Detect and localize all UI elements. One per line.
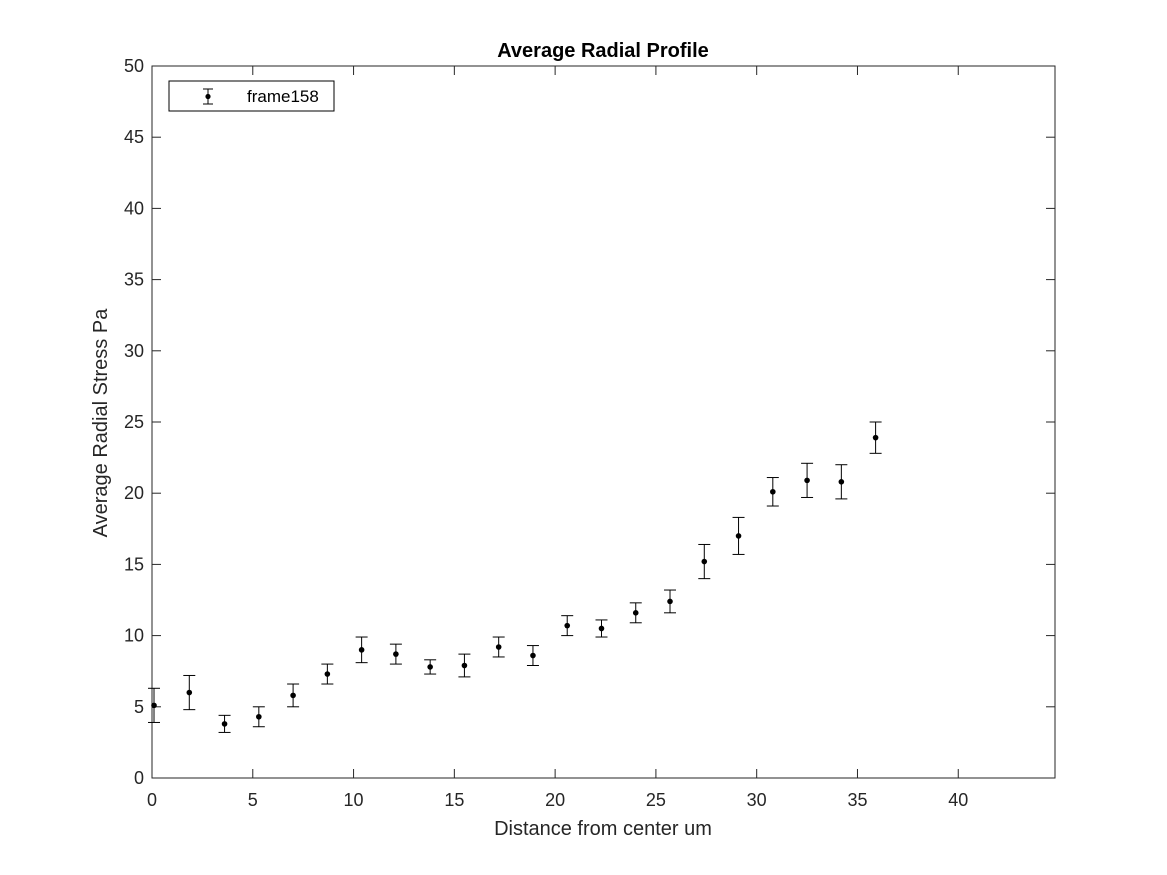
data-point	[869, 421, 882, 454]
data-point	[595, 619, 608, 638]
chart-title: Average Radial Profile	[497, 40, 709, 62]
data-point	[287, 683, 300, 708]
data-marker	[564, 622, 571, 629]
data-point	[766, 477, 779, 507]
data-marker	[151, 702, 157, 709]
data-point	[561, 615, 574, 637]
data-point	[389, 643, 402, 665]
y-tick-label: 45	[124, 127, 144, 147]
x-tick-label: 25	[646, 790, 666, 810]
data-point	[801, 462, 814, 498]
y-tick-label: 30	[124, 341, 144, 361]
data-point	[698, 543, 711, 580]
data-marker	[427, 664, 433, 670]
data-point	[835, 464, 848, 500]
x-tick-label: 30	[747, 790, 767, 810]
legend-label: frame158	[247, 87, 319, 106]
data-marker	[632, 610, 639, 616]
data-point	[664, 589, 677, 614]
data-point	[218, 714, 231, 733]
data-point	[148, 687, 161, 723]
x-tick-label: 20	[545, 790, 565, 810]
axis-ticks: 0 5 10 15 20 25 30 35 40 0 5 10 15 20 25 30 35 40 45 50	[124, 56, 1055, 810]
y-tick-label: 50	[124, 56, 144, 76]
data-marker	[838, 479, 845, 485]
y-tick-label: 15	[124, 554, 144, 574]
data-marker	[495, 644, 502, 650]
data-point	[252, 706, 265, 728]
y-tick-label: 40	[124, 198, 144, 218]
x-tick-label: 5	[248, 790, 258, 810]
data-point	[321, 663, 334, 685]
legend: frame158	[168, 80, 335, 112]
data-point	[492, 636, 505, 658]
y-tick-label: 0	[134, 768, 144, 788]
data-point	[526, 645, 539, 667]
x-tick-label: 0	[147, 790, 157, 810]
data-marker	[256, 713, 262, 720]
data-marker	[804, 477, 810, 484]
data-marker	[186, 689, 193, 696]
x-tick-label: 40	[948, 790, 968, 810]
data-point	[458, 653, 471, 678]
data-marker	[290, 692, 296, 699]
legend-marker-icon	[203, 88, 213, 105]
x-tick-label: 10	[344, 790, 364, 810]
y-tick-label: 5	[134, 697, 144, 717]
x-tick-label: 15	[444, 790, 464, 810]
y-tick-label: 20	[124, 483, 144, 503]
data-marker	[872, 434, 879, 441]
data-marker	[598, 625, 605, 632]
data-marker	[221, 721, 228, 727]
data-point	[732, 516, 745, 555]
data-point	[629, 602, 642, 624]
data-point	[183, 674, 196, 711]
data-point	[424, 659, 437, 675]
data-marker	[530, 652, 536, 659]
data-marker	[461, 662, 468, 669]
y-axis-label: Average Radial Stress Pa	[90, 308, 112, 538]
y-tick-label: 35	[124, 270, 144, 290]
data-marker	[324, 671, 331, 677]
x-axis-label: Distance from center um	[494, 818, 712, 840]
data-marker	[770, 488, 776, 495]
data-marker	[701, 558, 708, 565]
y-tick-label: 10	[124, 626, 144, 646]
x-tick-label: 35	[847, 790, 867, 810]
data-marker	[393, 651, 399, 657]
data-series	[148, 421, 882, 733]
y-tick-label: 25	[124, 412, 144, 432]
data-marker	[735, 533, 742, 539]
legend-box	[168, 80, 335, 112]
data-marker	[358, 647, 365, 653]
data-marker	[667, 598, 673, 605]
data-point	[355, 636, 368, 664]
